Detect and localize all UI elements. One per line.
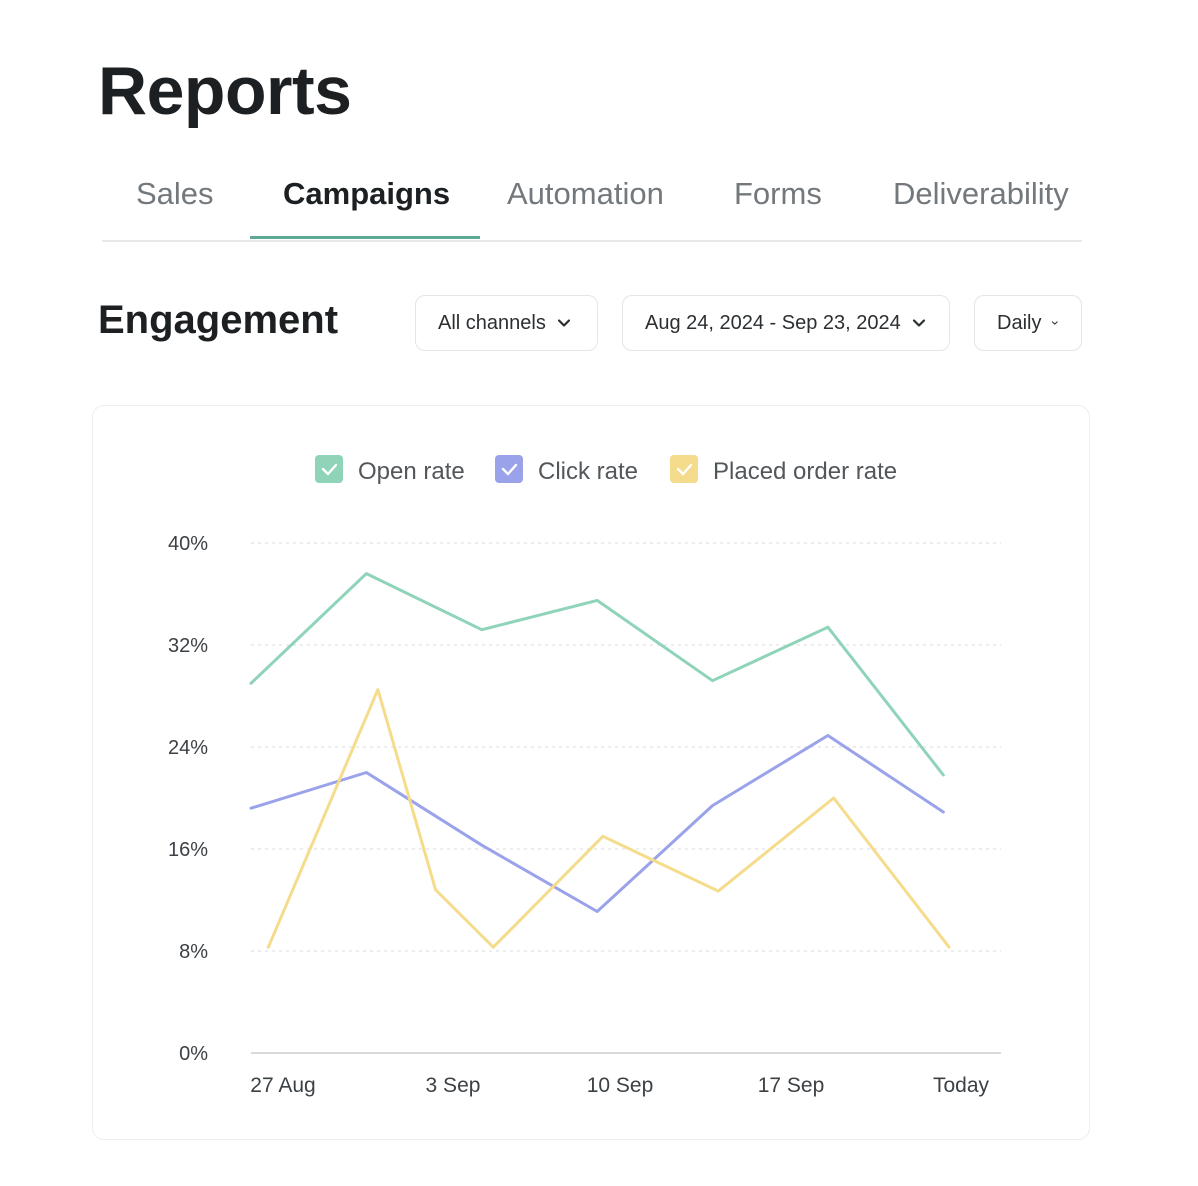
x-tick-label: Today — [933, 1074, 990, 1097]
x-tick-label: 3 Sep — [426, 1074, 481, 1097]
y-tick-label: 40% — [168, 533, 208, 555]
legend-open-rate[interactable]: Open rate — [315, 455, 465, 485]
legend-click-rate[interactable]: Click rate — [495, 455, 638, 485]
channel-dropdown[interactable]: All channels — [415, 295, 598, 351]
y-tick-label: 24% — [168, 737, 208, 759]
open-rate-line — [249, 572, 945, 777]
check-icon — [501, 463, 518, 476]
y-tick-label: 16% — [168, 839, 208, 861]
engagement-title: Engagement — [98, 298, 339, 342]
y-tick-label: 32% — [168, 635, 208, 657]
click-rate-line — [249, 734, 945, 913]
legend-placed-order-rate[interactable]: Placed order rate — [670, 455, 897, 485]
tab-forms[interactable]: Forms — [734, 176, 822, 211]
chevron-down-icon — [557, 319, 570, 327]
y-tick-label: 0% — [179, 1043, 208, 1065]
tab-campaigns[interactable]: Campaigns — [283, 176, 451, 211]
date-range-dropdown[interactable]: Aug 24, 2024 - Sep 23, 2024 — [622, 295, 950, 351]
placed-order-rate-line — [266, 688, 951, 949]
engagement-line-chart: Open rate Click rate Placed order rate 0% 8%… — [168, 455, 1001, 1097]
tab-sales[interactable]: Sales — [136, 176, 214, 211]
y-tick-label: 8% — [179, 941, 208, 963]
report-tabs: Sales Campaigns Automation Forms Deliver… — [102, 170, 1082, 242]
tab-deliverability[interactable]: Deliverability — [893, 176, 1069, 211]
chevron-down-icon — [1052, 321, 1059, 325]
x-tick-label: 17 Sep — [758, 1074, 825, 1097]
legend-label: Open rate — [358, 458, 465, 485]
x-tick-label: 27 Aug — [250, 1074, 315, 1097]
legend-label: Click rate — [538, 458, 638, 485]
legend-label: Placed order rate — [713, 458, 897, 485]
check-icon — [321, 463, 338, 476]
page-title: Reports — [98, 53, 352, 129]
granularity-dropdown[interactable]: Daily — [974, 295, 1082, 351]
legend-checkbox[interactable] — [670, 455, 698, 483]
legend-checkbox[interactable] — [315, 455, 343, 483]
tab-automation[interactable]: Automation — [507, 176, 664, 211]
engagement-chart-card: Open rate Click rate Placed order rate 0% 8%… — [92, 405, 1090, 1140]
check-icon — [676, 463, 693, 476]
active-tab-indicator — [250, 236, 480, 239]
granularity-label: Daily — [997, 311, 1042, 334]
date-range-label: Aug 24, 2024 - Sep 23, 2024 — [645, 311, 901, 334]
channel-dropdown-label: All channels — [438, 311, 546, 334]
chevron-down-icon — [912, 319, 925, 327]
x-tick-label: 10 Sep — [587, 1074, 654, 1097]
legend-checkbox[interactable] — [495, 455, 523, 483]
